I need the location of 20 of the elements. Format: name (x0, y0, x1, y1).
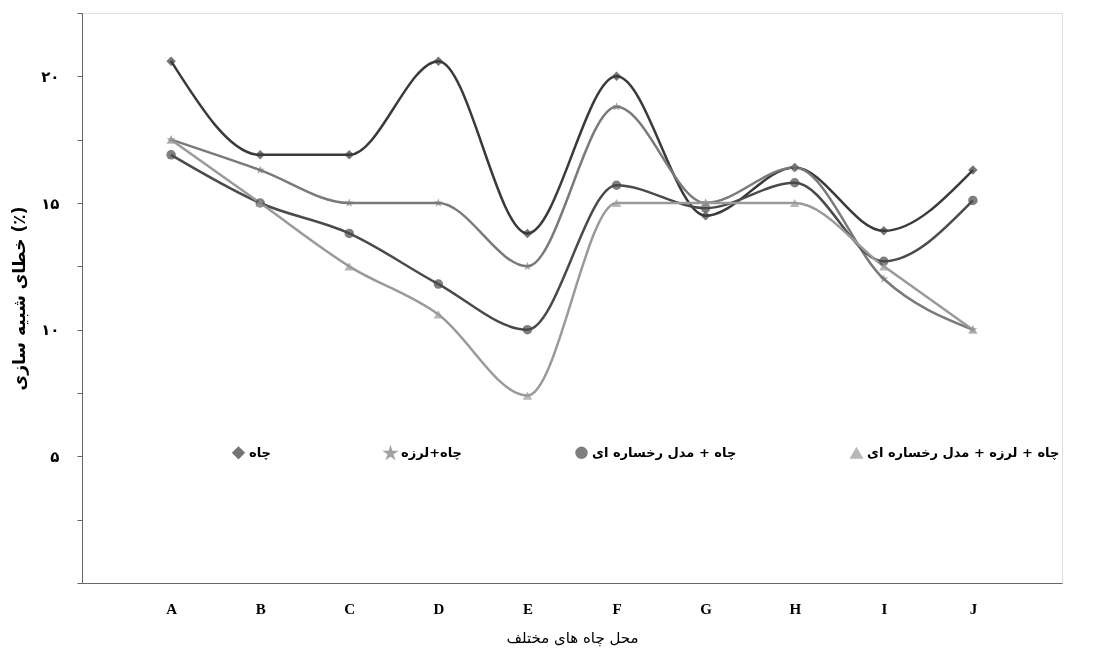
x-tick-label: G (700, 600, 713, 617)
x-tick-label: B (255, 600, 266, 617)
y-tick-label: ۱۵ (41, 194, 60, 213)
x-tick-label: H (789, 600, 802, 617)
y-axis-title: خطای شبیه سازی (٪) (9, 206, 30, 391)
y-tick-label: ۲۰ (41, 67, 60, 86)
x-tick-label: F (612, 600, 622, 617)
x-tick-label: D (433, 600, 445, 617)
x-tick-label: E (522, 600, 533, 617)
y-tick-label: ۵ (50, 447, 60, 466)
y-tick-label: ۱۰ (41, 321, 60, 340)
x-tick-label: J (969, 600, 978, 617)
legend-label: چاه + مدل رخساره ای (592, 444, 737, 460)
x-axis-title: محل چاه های مختلف (506, 628, 639, 647)
x-tick-label: I (881, 600, 888, 617)
legend-label: چاه+لرزه (401, 445, 462, 461)
x-tick-label: C (344, 600, 356, 617)
legend-label: چاه (249, 444, 271, 460)
x-tick-label: A (166, 600, 178, 617)
legend-label: چاه + لرزه + مدل رخساره ای (867, 445, 1060, 461)
